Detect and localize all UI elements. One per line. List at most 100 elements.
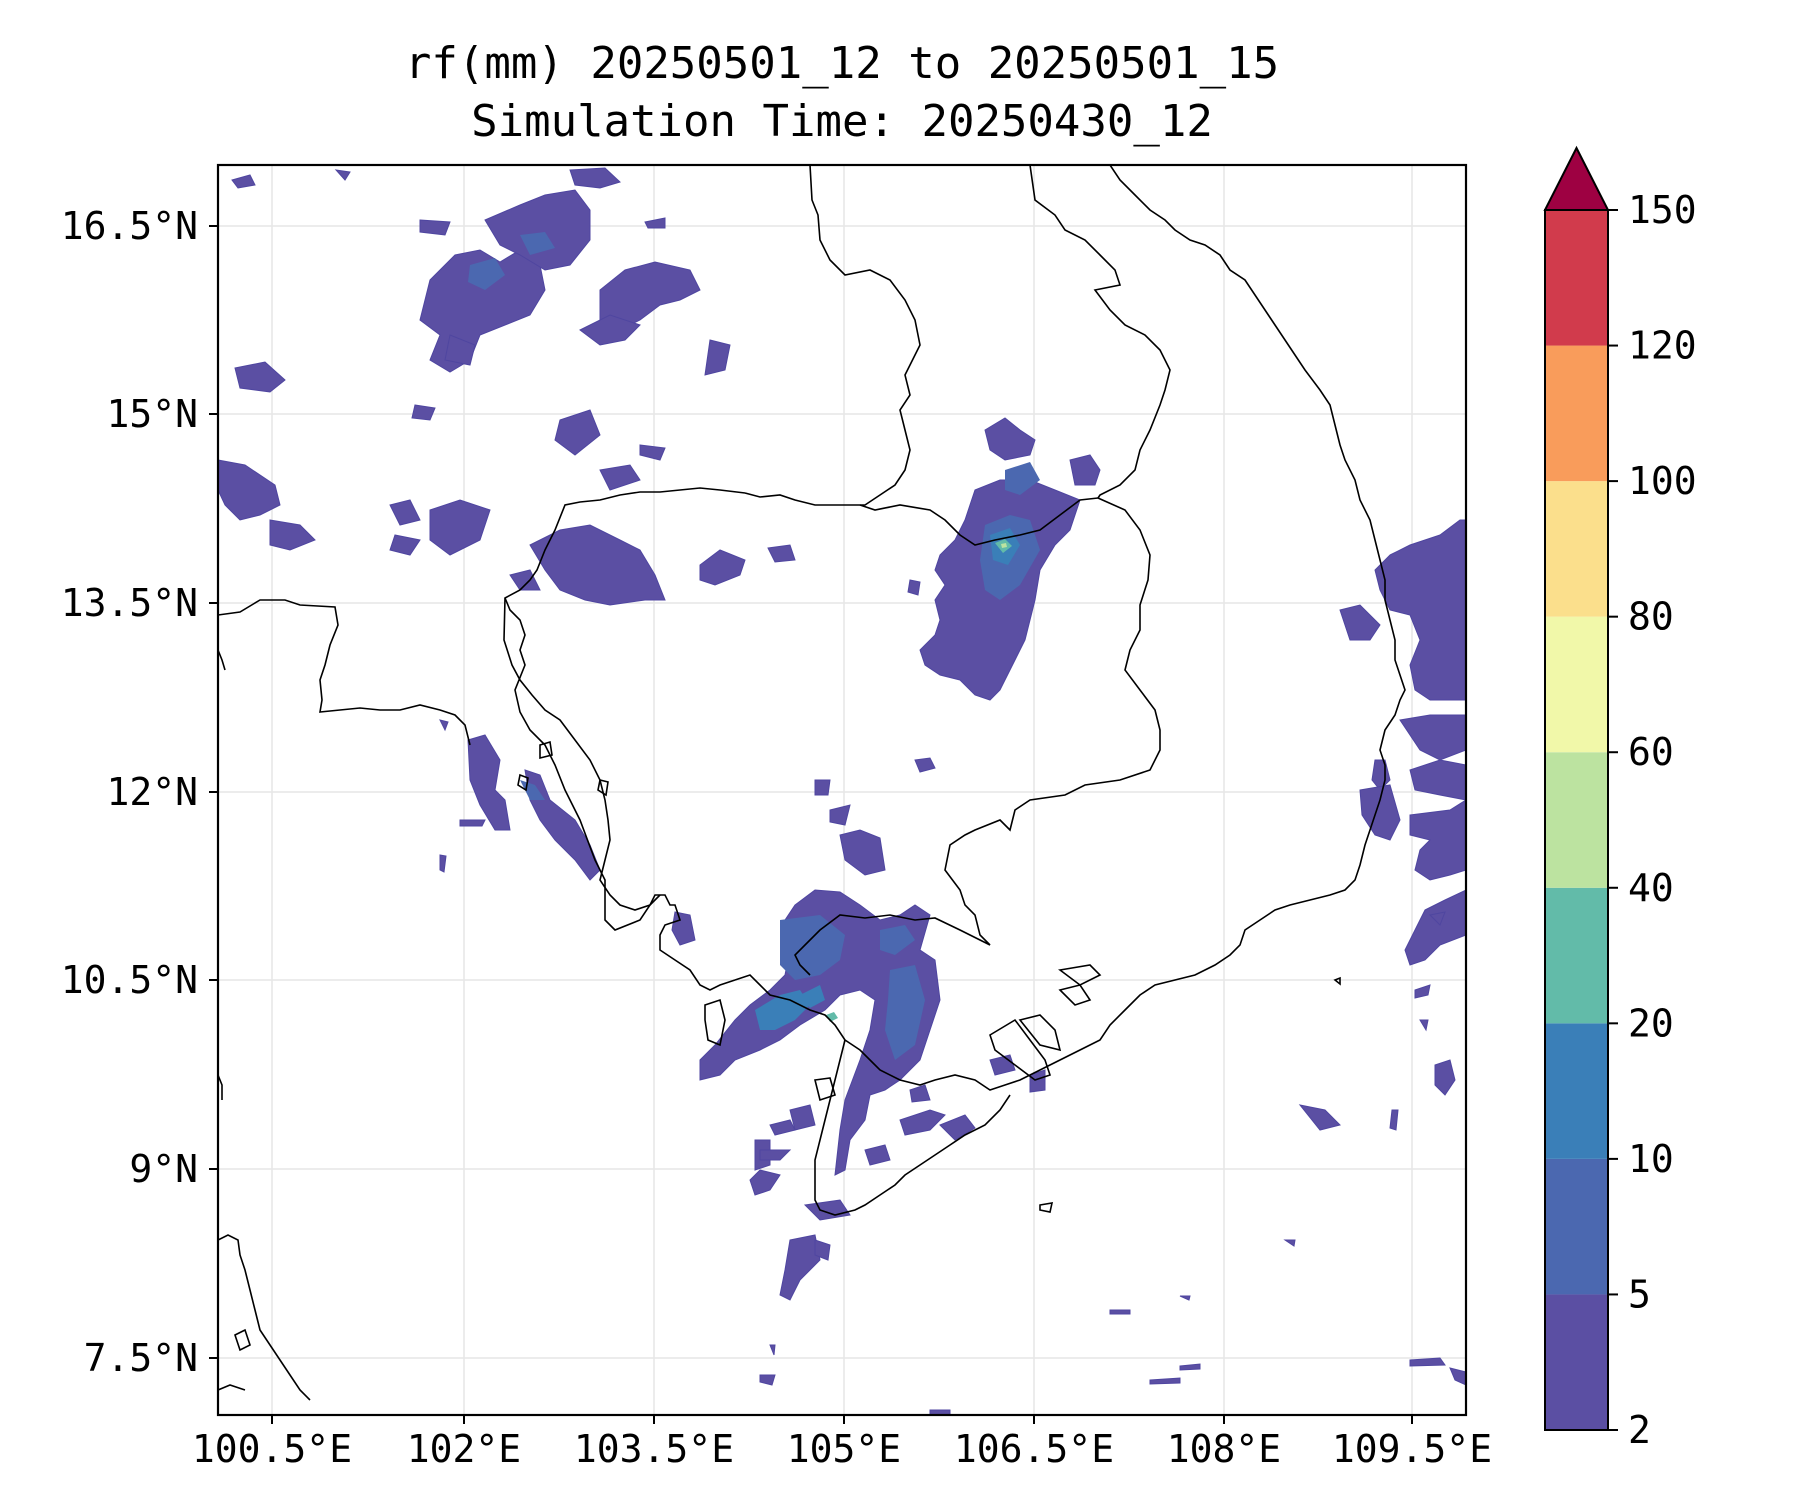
rain-blob (769, 1344, 776, 1356)
border-myanmar-thailand (218, 599, 471, 746)
rain-blob (789, 1104, 816, 1131)
coast-gulf-thailand-east (504, 597, 736, 991)
rain-blob (699, 889, 941, 1176)
lon-tick-label: 102°E (407, 1427, 521, 1471)
lon-tick-label: 103.5°E (574, 1427, 734, 1471)
rain-blob-40mm (1001, 543, 1007, 548)
rain-blob (529, 524, 666, 606)
rain-blob (579, 314, 641, 346)
colorbar-tick-label: 150 (1628, 188, 1697, 232)
colorbar-tick-label: 20 (1628, 1001, 1674, 1045)
rain-blob (467, 734, 511, 831)
colorbar-segment (1545, 752, 1608, 888)
border-laos-vietnam (1029, 165, 1171, 499)
border-cambodia-vietnam (794, 497, 1161, 976)
rain-blob (1179, 1295, 1191, 1301)
colorbar-segment (1545, 210, 1608, 346)
island (539, 740, 553, 760)
island (814, 1077, 836, 1102)
rain-blob (429, 499, 491, 556)
rain-blob (1179, 1363, 1201, 1371)
rain-blob (524, 769, 601, 881)
map-subtitle: Simulation Time: 20250430_12 (471, 96, 1213, 147)
colorbar-tick-label: 2 (1628, 1408, 1651, 1452)
rain-blob (411, 404, 436, 421)
island (1058, 984, 1092, 1006)
lat-tick-label: 7.5°N (84, 1336, 198, 1380)
colorbar-tick-label: 40 (1628, 866, 1674, 910)
lon-tick-label: 105°E (787, 1427, 901, 1471)
rain-blob (1359, 784, 1401, 841)
rain-blob (639, 444, 666, 461)
rain-blob-5mm (520, 232, 555, 255)
rain-blob (389, 499, 421, 526)
rain-blob (814, 779, 831, 796)
map-frame (216, 163, 1468, 1417)
rain-blob (839, 829, 886, 876)
rain-blob (231, 174, 256, 189)
rain-blob-5mm (468, 258, 505, 290)
coast-malay-peninsula (218, 1234, 311, 1401)
rain-blob (1399, 714, 1466, 761)
rain-blob (704, 339, 731, 376)
colorbar-segment (1545, 616, 1608, 753)
colorbar-tick-label: 100 (1628, 459, 1697, 503)
rain-blob (759, 1149, 792, 1161)
rain-blob (1029, 1069, 1046, 1093)
rain-blob (218, 459, 281, 521)
rain-blob (389, 534, 421, 556)
coastlines-and-borders (218, 165, 1406, 1401)
rain-blob (769, 1119, 796, 1136)
colorbar: 2 5 10 20 40 60 80 100 120 150 (1543, 145, 1697, 1452)
rain-blob (444, 334, 476, 366)
rain-blob (1434, 1059, 1456, 1096)
colorbar-segment (1545, 1158, 1608, 1295)
lon-tick-label: 106.5°E (954, 1427, 1114, 1471)
lat-tick-label: 12°N (106, 770, 198, 814)
colorbar-segment (1545, 345, 1608, 482)
rainfall-field (218, 167, 1466, 1415)
rain-blob (1339, 604, 1381, 641)
island (989, 1018, 1052, 1081)
rain-blob (1149, 1377, 1181, 1385)
rain-blob (929, 1409, 951, 1415)
colorbar-segment (1545, 1294, 1608, 1430)
rain-blob (1389, 1109, 1399, 1131)
rain-blob-10mm (755, 990, 810, 1030)
island (1018, 1014, 1062, 1052)
colorbar-tick-label: 120 (1628, 324, 1697, 368)
colorbar-segment (1545, 481, 1608, 617)
lon-tick-label: 109.5°E (1332, 1427, 1492, 1471)
longitude-axis: 100.5°E 102°E 103.5°E 105°E 106.5°E 108°E 109.… (192, 1415, 1492, 1471)
rain-blob (1414, 984, 1431, 999)
rain-blob (864, 1144, 891, 1166)
rain-blob (1449, 1367, 1466, 1386)
border-laos-cambodia (859, 497, 1099, 546)
rain-blob (554, 409, 601, 456)
rain-blob-10mm (800, 985, 825, 1008)
rain-blob (939, 1114, 976, 1141)
island (704, 998, 726, 1047)
rain-blob (439, 719, 449, 732)
rain-blob (814, 1239, 831, 1261)
rain-blob (644, 217, 666, 229)
rain-blob (1409, 1357, 1446, 1367)
colorbar-frame (1544, 209, 1609, 1431)
rain-blob (334, 169, 351, 181)
rain-blob (699, 549, 746, 586)
coast-mekong-delta (844, 165, 1406, 1091)
lon-tick-label: 100.5°E (192, 1427, 352, 1471)
rain-blob-5mm (1005, 462, 1040, 495)
island (597, 779, 609, 797)
rain-blob (1428, 911, 1446, 926)
lat-tick-label: 15°N (106, 392, 198, 436)
colorbar-segment (1545, 1023, 1608, 1159)
rain-blob (767, 544, 796, 563)
rain-blob (989, 1054, 1016, 1076)
map-title: rf(mm) 20250501_12 to 20250501_15 (404, 38, 1280, 89)
rain-blob (779, 1234, 821, 1301)
rain-blob (509, 569, 541, 591)
coast-west-strip (218, 649, 226, 671)
rain-blob (1283, 1239, 1296, 1247)
